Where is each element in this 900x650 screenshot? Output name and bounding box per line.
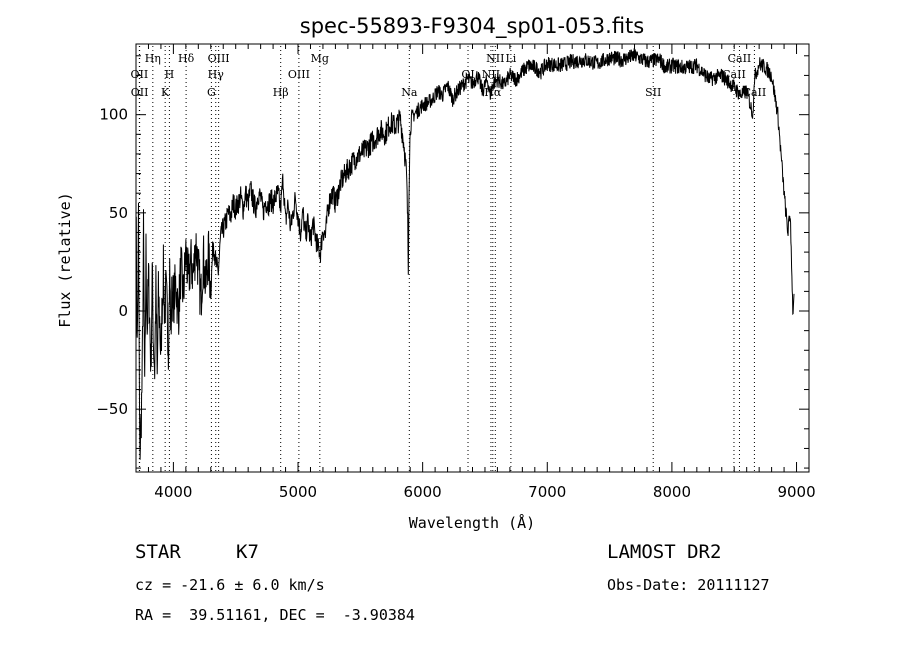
spectral-line-label: Hγ: [208, 68, 225, 81]
object-class: STAR: [135, 541, 181, 563]
observation-date: Obs-Date: 20111127: [607, 576, 770, 594]
redshift-velocity: cz = -21.6 ± 6.0 km/s: [135, 576, 325, 594]
spectrum-layer: [135, 48, 795, 460]
spectral-line-label: Mg: [311, 52, 329, 65]
sky-coordinates: RA = 39.51161, DEC = -3.90384: [135, 606, 415, 624]
x-tick-label: 7000: [528, 483, 566, 501]
spectral-line-label: OIII: [208, 52, 230, 65]
x-axis-label: Wavelength (Å): [409, 513, 535, 532]
x-tick-label: 4000: [154, 483, 192, 501]
spectral-line-label: K: [161, 86, 170, 99]
y-tick-label: −50: [96, 400, 128, 418]
object-subclass: K7: [236, 541, 259, 563]
spectral-line-label: SII: [645, 86, 661, 99]
survey-release: LAMOST DR2: [607, 541, 722, 563]
spectral-line-label: CaII: [728, 52, 752, 65]
spectral-line-label: OII: [131, 86, 149, 99]
axis-ticks-layer: 4000 5000 6000 7000 8000 9000 −50 0 50 100: [96, 44, 816, 501]
y-tick-label: 100: [99, 106, 128, 124]
x-tick-label: 6000: [404, 483, 442, 501]
spectral-line-label: Hβ: [273, 86, 289, 99]
spectral-line-label: Hδ: [178, 52, 195, 65]
spectral-line-label: H: [165, 68, 175, 81]
spectral-line-label: Na: [401, 86, 418, 99]
chart-title: spec-55893-F9304_sp01-053.fits: [300, 14, 644, 39]
spectral-line-label: OIII: [288, 68, 310, 81]
x-tick-label: 5000: [279, 483, 317, 501]
y-axis-label: Flux (relative): [56, 192, 74, 327]
x-tick-label: 8000: [653, 483, 691, 501]
spectral-line-label: Hη: [145, 52, 161, 65]
spectral-line-label: NII: [486, 52, 504, 65]
y-tick-label: 0: [118, 302, 128, 320]
y-tick-label: 50: [109, 204, 128, 222]
spectrum-line: [135, 48, 795, 460]
spectral-line-label: Li: [505, 52, 516, 65]
x-tick-label: 9000: [777, 483, 815, 501]
spectral-line-label: G: [207, 86, 216, 99]
plot-frame: [135, 43, 810, 473]
